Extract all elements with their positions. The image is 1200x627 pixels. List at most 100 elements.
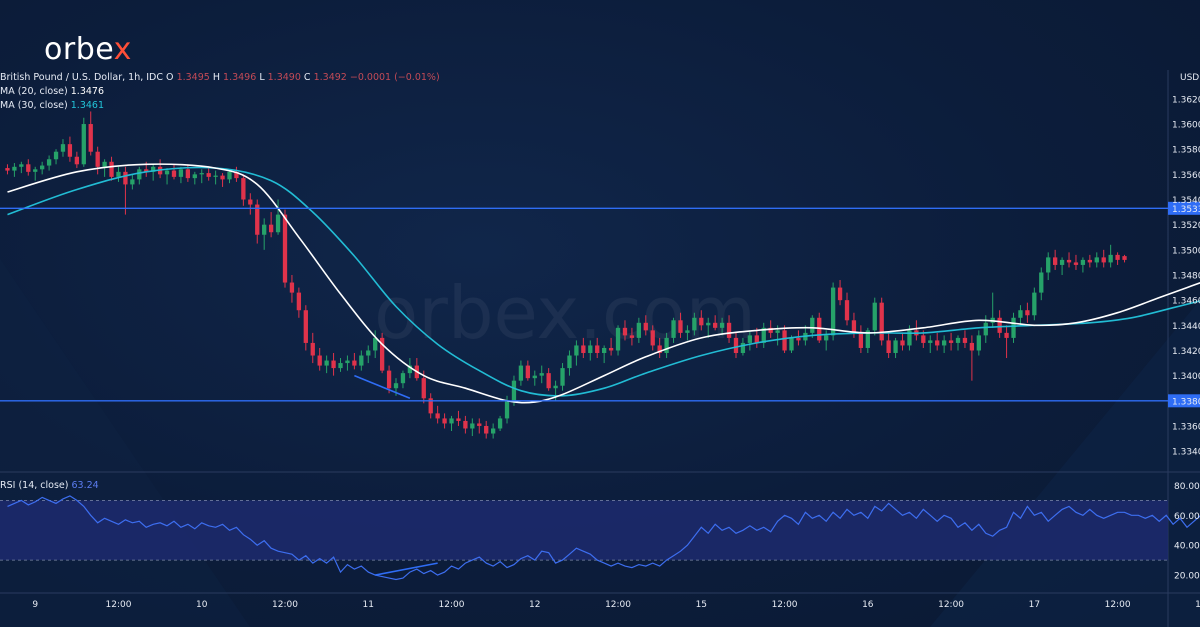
candle-body (241, 178, 246, 200)
rsi-tick-label: 40.00 (1174, 542, 1200, 552)
candle-body (532, 375, 537, 379)
candle-body (1046, 257, 1051, 273)
candle-body (1025, 310, 1030, 316)
candle-body (844, 300, 850, 321)
time-tick-label: 11 (363, 600, 374, 610)
candle-body (706, 322, 711, 326)
candle-body (102, 161, 107, 167)
candle-body (421, 378, 426, 399)
candle-body (1066, 259, 1072, 263)
candle-body (726, 322, 732, 338)
rsi-tick-label: 80.00 (1174, 482, 1200, 492)
candle-body (1032, 292, 1037, 316)
candle-body (629, 335, 635, 338)
candle-body (248, 199, 253, 205)
time-tick-label: 12:00 (772, 600, 798, 610)
rsi-band (0, 500, 1168, 561)
candle-body (137, 169, 142, 180)
candle-body (511, 380, 517, 401)
candle-body (733, 337, 739, 353)
time-tick-label: 16 (862, 600, 874, 610)
candle-body (976, 335, 981, 351)
candle-body (1094, 257, 1099, 263)
price-tick-label: 1.3580 (1172, 146, 1200, 156)
symbol-title: British Pound / U.S. Dollar, 1h, IDC (0, 72, 164, 83)
candle-body (900, 340, 905, 346)
candle-body (497, 418, 503, 429)
candle-body (817, 317, 822, 341)
ma20-value: 1.3476 (70, 86, 105, 97)
change-value: −0.0001 (−0.01%) (349, 72, 440, 83)
candle-body (1115, 254, 1120, 260)
candle-body (213, 175, 218, 177)
candle-body (303, 310, 308, 343)
candle-body (255, 204, 260, 235)
candle-body (338, 363, 343, 369)
candle-body (5, 168, 10, 171)
candle-body (164, 170, 170, 175)
candle-body (560, 368, 565, 386)
candle-body (719, 322, 725, 328)
candle-body (407, 365, 413, 374)
candle-body (282, 214, 288, 283)
candle-body (262, 224, 267, 235)
candle-body (1039, 272, 1044, 293)
decor-shape (0, 258, 250, 627)
candle-body (1101, 257, 1106, 263)
time-tick-label: 12:00 (1105, 600, 1131, 610)
open-value: 1.3495 (176, 72, 210, 83)
candle-body (692, 317, 697, 331)
candle-body (713, 322, 718, 328)
ma20-legend[interactable]: MA (20, close) 1.3476 (0, 86, 105, 97)
candle-body (574, 345, 579, 356)
candle-body (1052, 257, 1058, 265)
candle-body (830, 287, 836, 336)
symbol-legend: British Pound / U.S. Dollar, 1h, IDC O 1… (0, 72, 440, 83)
candle-body (657, 345, 662, 353)
candle-body (796, 337, 801, 341)
price-tick-label: 1.3540 (1172, 196, 1200, 206)
candle-body (379, 337, 385, 371)
candle-body (588, 345, 593, 353)
candle-body (1122, 256, 1127, 260)
candle-body (178, 169, 184, 177)
candle-body (567, 355, 572, 369)
candle-body (220, 175, 225, 180)
candle-body (456, 418, 461, 421)
candle-body (109, 161, 114, 177)
candle-body (983, 322, 988, 336)
candle-body (1004, 332, 1009, 338)
candle-body (67, 144, 73, 157)
candle-body (171, 170, 177, 177)
candle-body (941, 340, 947, 346)
candle-body (1108, 254, 1113, 263)
time-tick-label: 12:00 (605, 600, 631, 610)
candle-body (227, 171, 232, 180)
candle-body (40, 165, 45, 170)
ma20-line (7, 163, 1200, 404)
candle-body (997, 317, 1002, 333)
ma30-legend[interactable]: MA (30, close) 1.3461 (0, 100, 105, 111)
candle-body (761, 327, 766, 343)
candle-body (317, 355, 322, 366)
rsi-legend[interactable]: RSI (14, close) 63.24 (0, 480, 99, 491)
candle-body (310, 342, 315, 356)
candle-body (74, 156, 80, 165)
candle-body (615, 327, 621, 351)
candle-body (789, 337, 794, 351)
candle-body (622, 327, 628, 336)
candle-body (88, 124, 93, 152)
rsi-value: 63.24 (71, 480, 99, 491)
candle-body (962, 337, 968, 343)
candle-body (386, 370, 392, 389)
candle-body (740, 342, 746, 353)
close-value: 1.3492 (313, 72, 347, 83)
candle-body (858, 332, 864, 348)
price-tick-label: 1.3600 (1172, 121, 1200, 131)
candle-body (553, 385, 558, 389)
price-tick-label: 1.3420 (1172, 347, 1200, 357)
candle-body (484, 425, 489, 434)
price-tick-label: 1.3460 (1172, 297, 1200, 307)
